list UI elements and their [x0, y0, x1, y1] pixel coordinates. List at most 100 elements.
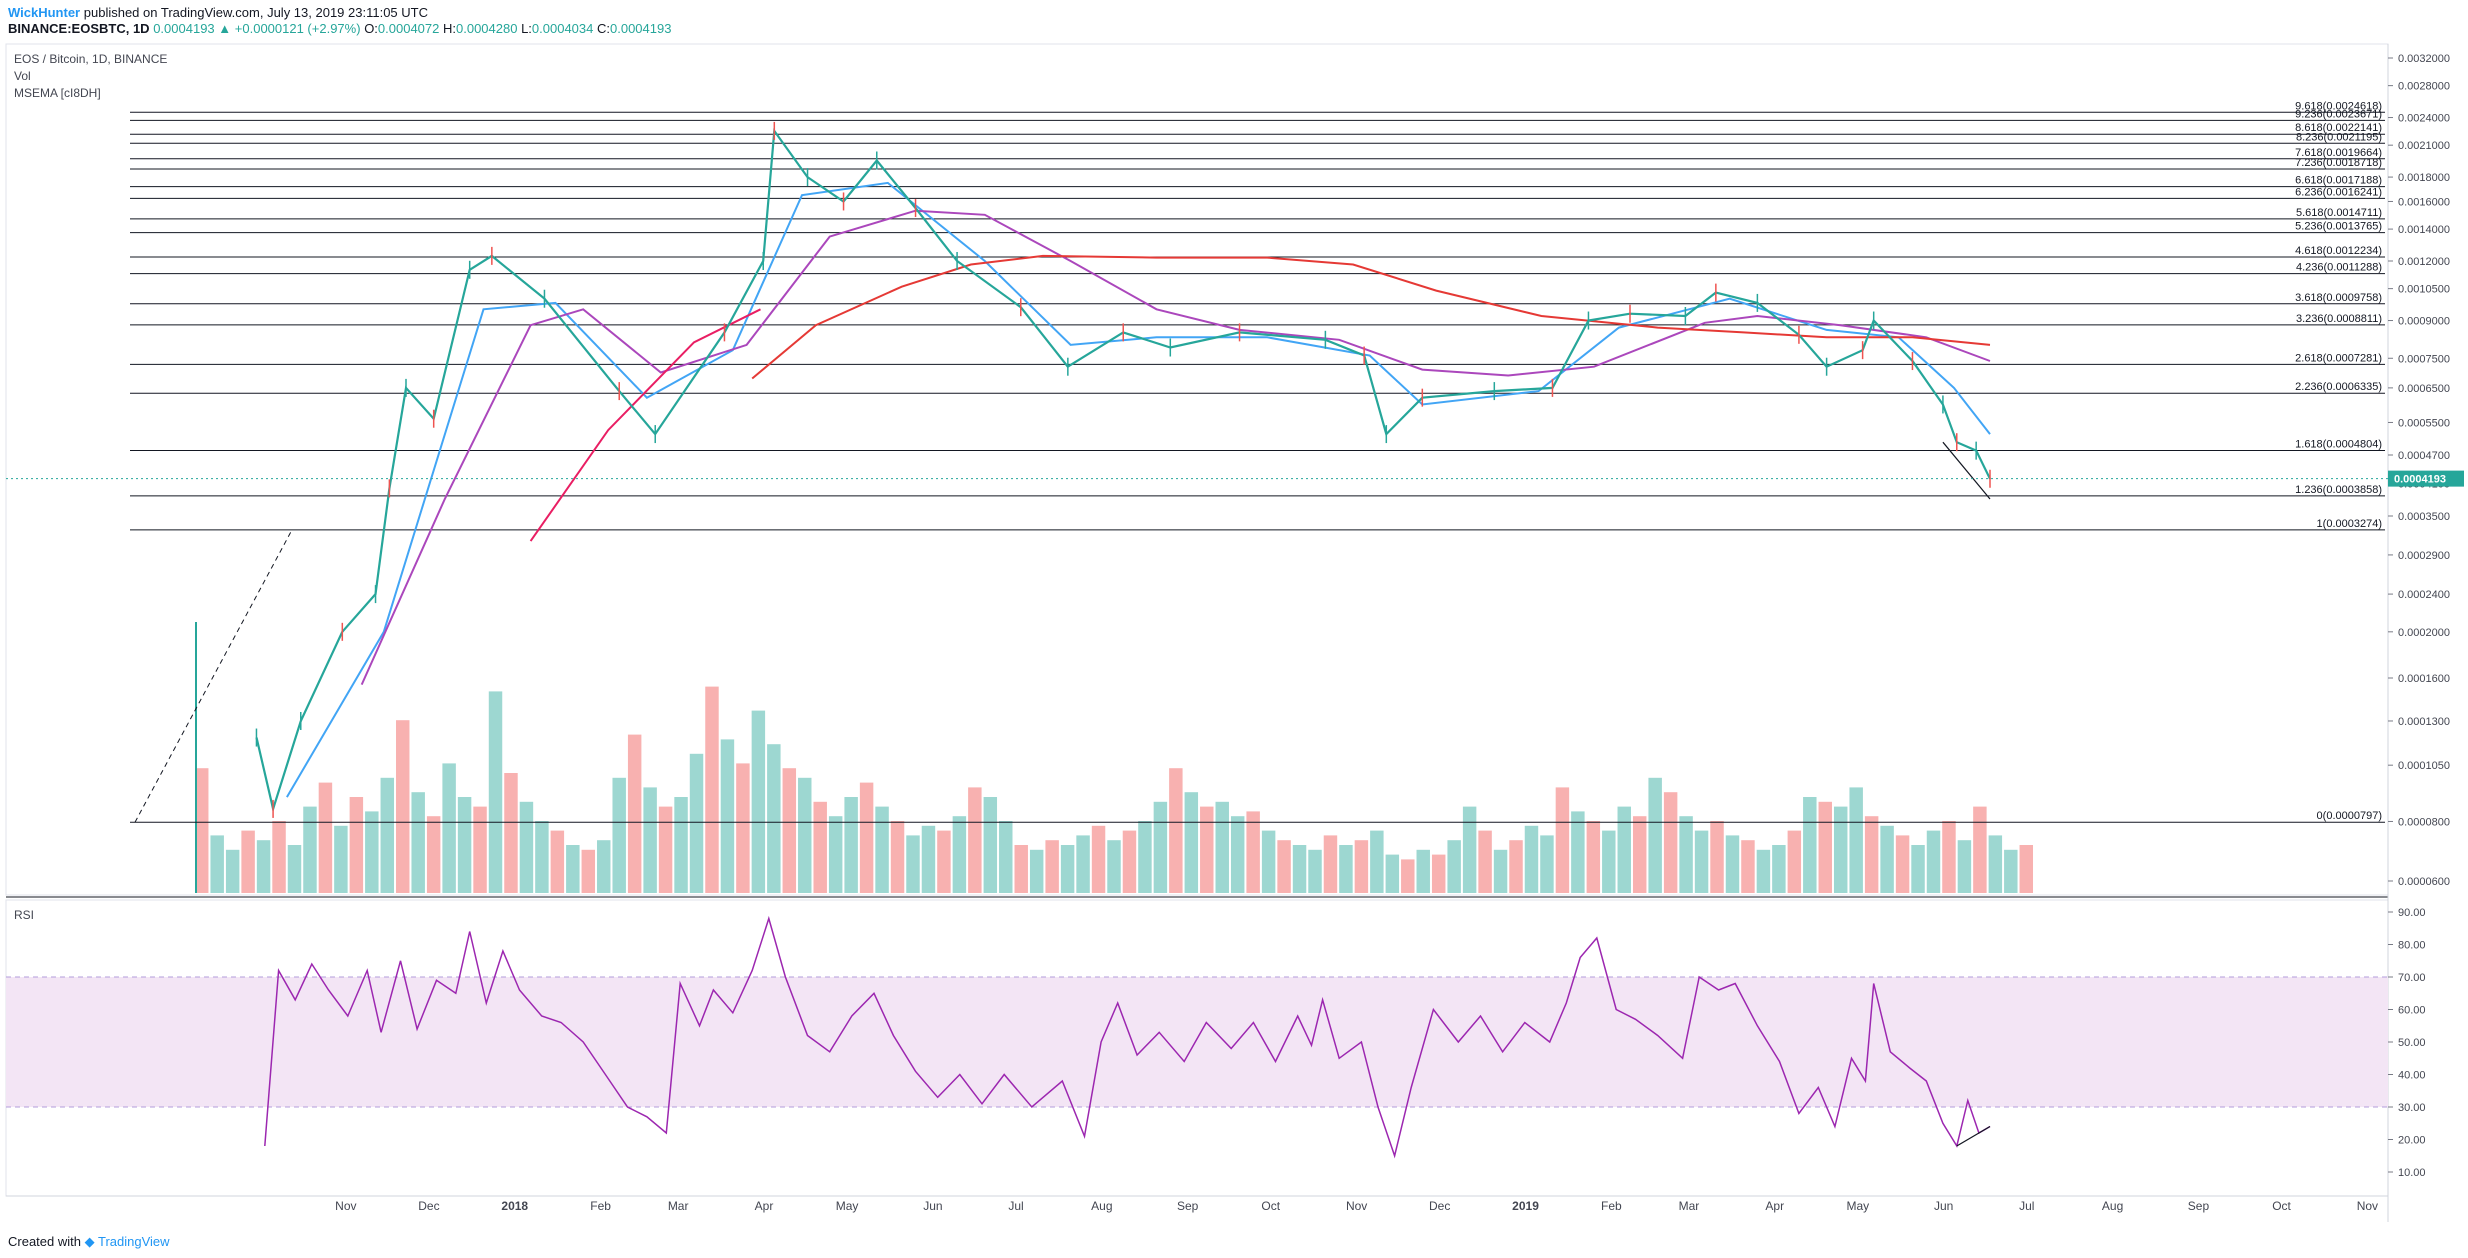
volume-bar [1602, 830, 1616, 893]
time-axis-label: Apr [1765, 1199, 1784, 1213]
price-axis-label: 0.0001300 [2398, 716, 2450, 728]
volume-bar [411, 792, 425, 893]
time-axis-label: Sep [2188, 1199, 2210, 1213]
volume-bar [736, 763, 750, 893]
volume-bar [720, 739, 735, 893]
price-axis-label: 0.0002000 [2398, 627, 2450, 639]
volume-bar [999, 821, 1013, 893]
price-axis-label: 0.0014000 [2398, 224, 2450, 236]
rsi-axis-label: 70.00 [2398, 972, 2426, 984]
volume-bar [1060, 845, 1075, 893]
volume-bar [287, 845, 302, 893]
moving-average-line [286, 181, 1991, 798]
volume-bar [1246, 811, 1260, 893]
time-axis-label: Mar [1679, 1199, 1700, 1213]
volume-bar [1308, 849, 1322, 893]
volume-bar [1540, 835, 1554, 893]
volume-bar [1555, 787, 1570, 893]
time-axis-label: Aug [2102, 1199, 2123, 1213]
volume-bar [1725, 835, 1740, 893]
volume-bar [1524, 825, 1539, 893]
volume-bar [612, 777, 626, 893]
volume-bar [426, 816, 441, 893]
fib-level-label: 8.618(0.0022141) [2295, 122, 2382, 134]
legend-msema: MSEMA [cI8DH] [14, 86, 101, 100]
volume-bar [921, 825, 936, 893]
legend-vol: Vol [14, 69, 31, 83]
rsi-axis-label: 50.00 [2398, 1037, 2426, 1049]
volume-bar [473, 806, 487, 893]
volume-bar [241, 830, 255, 893]
fib-level-label: 1(0.0003274) [2317, 518, 2382, 530]
time-axis-label: Jul [1008, 1199, 1023, 1213]
volume-bar [504, 773, 518, 893]
volume-bar [550, 830, 565, 893]
price-axis-label: 0.0004700 [2398, 450, 2450, 462]
time-axis-label: Dec [418, 1199, 439, 1213]
volume-bar [1833, 806, 1848, 893]
volume-bar [2019, 845, 2033, 893]
price-axis-label: 0.0003500 [2398, 511, 2450, 523]
time-axis-label: Jul [2019, 1199, 2034, 1213]
legend-rsi: RSI [14, 908, 35, 922]
volume-bar [1076, 835, 1090, 893]
volume-bar [1045, 840, 1059, 893]
volume-bar [1230, 816, 1245, 893]
volume-bar [303, 806, 317, 893]
volume-bar [1741, 840, 1755, 893]
volume-bar [519, 801, 534, 893]
volume-bar [566, 845, 580, 893]
tradingview-link[interactable]: TradingView [98, 1234, 170, 1249]
volume-bar [2004, 849, 2018, 893]
volume-bar [828, 816, 843, 893]
price-axis-label: 0.0009000 [2398, 316, 2450, 328]
time-axis-label: Sep [1177, 1199, 1199, 1213]
volume-bar [488, 691, 503, 893]
volume-bar [767, 744, 781, 893]
time-axis-label: Jun [1934, 1199, 1953, 1213]
time-axis-label: Oct [2272, 1199, 2291, 1213]
time-axis-label: 2018 [501, 1199, 528, 1213]
fib-level-label: 4.618(0.0012234) [2295, 245, 2382, 257]
fib-level-label: 2.618(0.0007281) [2295, 352, 2382, 364]
volume-bar [782, 768, 797, 893]
volume-bar [674, 797, 688, 893]
drawn-trendline [1942, 441, 1991, 500]
time-axis-label: Nov [335, 1199, 356, 1213]
symbol-label: BINANCE:EOSBTC, 1D [8, 21, 150, 36]
volume-bar [1632, 816, 1647, 893]
volume-bar [1122, 830, 1137, 893]
rsi-axis-label: 90.00 [2398, 907, 2426, 919]
fib-level-label: 3.618(0.0009758) [2295, 292, 2382, 304]
volume-bar [1957, 840, 1972, 893]
volume-bar [535, 821, 549, 893]
fib-level-label: 6.618(0.0017188) [2295, 175, 2382, 187]
price-axis-label: 0.0010500 [2398, 284, 2450, 296]
price-axis-label: 0.0007500 [2398, 353, 2450, 365]
close-label: C: [597, 21, 610, 36]
fib-level-label: 8.236(0.0021195) [2296, 131, 2382, 143]
price-axis-label: 0.0012000 [2398, 256, 2450, 268]
time-axis-label: Nov [1346, 1199, 1367, 1213]
volume-bar [1462, 806, 1477, 893]
footer: Created with ◆ TradingView [8, 1234, 170, 1250]
ohlc-bar: BINANCE:EOSBTC, 1D 0.0004193 ▲ +0.000012… [8, 21, 671, 36]
moving-average-line [360, 209, 1991, 686]
volume-bar [597, 840, 611, 893]
price-axis-label: 0.0016000 [2398, 196, 2450, 208]
volume-bar [1756, 849, 1771, 893]
volume-bar [442, 763, 456, 893]
fib-level-label: 5.618(0.0014711) [2296, 207, 2382, 219]
volume-bar [1153, 801, 1168, 893]
rsi-divergence-line [1956, 1125, 1991, 1147]
volume-bar [751, 710, 766, 893]
volume-bar [859, 782, 874, 893]
price-line [255, 127, 1991, 814]
time-axis-label: Feb [590, 1199, 611, 1213]
author-link[interactable]: WickHunter [8, 5, 81, 20]
volume-bar [1710, 821, 1724, 893]
created-with-text: Created with [8, 1234, 81, 1249]
volume-bar [1215, 801, 1229, 893]
volume-bar [396, 720, 410, 893]
